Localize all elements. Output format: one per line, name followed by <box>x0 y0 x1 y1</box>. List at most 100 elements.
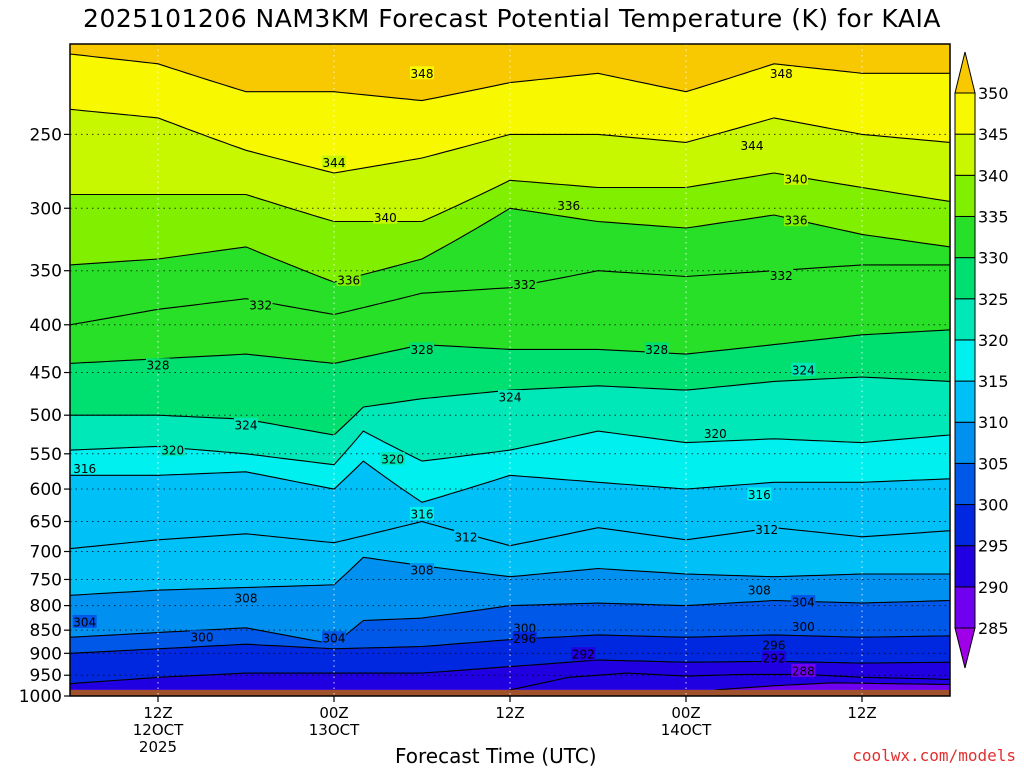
contour-label-text: 288 <box>792 664 815 678</box>
contour-label-bg <box>644 342 669 356</box>
y-tick-label: 900 <box>30 644 62 664</box>
colorbar-segment <box>954 298 976 341</box>
x-tick-label: 00Z <box>319 704 348 722</box>
contour-label-text: 300 <box>792 620 815 634</box>
contour-label: 336 <box>336 272 361 287</box>
contour-label: 332 <box>512 277 537 292</box>
contour-label: 348 <box>769 66 794 81</box>
colorbar-tick-label: 295 <box>978 537 1009 556</box>
contour-label-bg <box>703 426 728 440</box>
contour-line-320 <box>70 430 950 466</box>
y-tick-label: 950 <box>30 666 62 686</box>
colorbar-segment <box>954 174 976 217</box>
y-tick-label: 400 <box>30 316 62 336</box>
contour-label-text: 308 <box>411 564 434 578</box>
contour-label-text: 344 <box>741 139 764 153</box>
contour-label-text: 308 <box>748 584 771 598</box>
colorbar-max-arrow <box>954 51 976 94</box>
x-axis-label: Forecast Time (UTC) <box>395 744 597 768</box>
contour-label-bg <box>410 66 434 80</box>
colorbar-segment <box>954 421 976 464</box>
contour-label-text: 304 <box>323 632 346 646</box>
y-tick-label: 850 <box>30 621 62 641</box>
contour-label: 296 <box>512 631 537 646</box>
contour-label: 320 <box>703 426 728 441</box>
contour-label-bg <box>754 522 779 536</box>
colorbar-segment <box>954 462 976 506</box>
contour-label-text: 344 <box>323 156 346 170</box>
contour-label-bg <box>234 590 258 604</box>
contour-label: 344 <box>322 155 346 170</box>
contour-line-328 <box>70 329 950 364</box>
contour-label-text: 304 <box>73 615 96 629</box>
contour-label-bg <box>512 620 537 634</box>
y-tick-label: 450 <box>30 364 62 384</box>
colorbar-tick-label: 325 <box>978 290 1009 309</box>
colorbar-tick-label: 350 <box>978 84 1009 103</box>
colorbar-tick-label: 330 <box>978 249 1009 268</box>
contour-label: 328 <box>146 358 170 373</box>
contour-label: 320 <box>160 443 185 458</box>
y-tick-label: 250 <box>30 125 62 145</box>
contour-label-bg <box>556 198 581 212</box>
x-tick-label: 12Z <box>495 704 524 722</box>
contour-label-bg <box>498 389 522 403</box>
contour-label: 324 <box>498 389 522 404</box>
contour-label-bg <box>454 529 478 543</box>
contour-label: 308 <box>234 590 258 605</box>
contour-label: 332 <box>769 268 794 283</box>
colorbar-segment <box>954 586 976 629</box>
contour-line-332 <box>70 264 950 326</box>
contour-label-bg <box>190 630 214 644</box>
contour-label-text: 292 <box>572 648 595 662</box>
contour-label-bg <box>336 272 361 286</box>
contour-label-bg <box>373 210 398 224</box>
contour-label: 324 <box>791 362 816 377</box>
contour-label-text: 296 <box>513 632 536 646</box>
contour-label-text: 296 <box>763 639 786 653</box>
contour-label: 300 <box>190 630 214 645</box>
contour-label: 348 <box>410 66 434 81</box>
contour-label: 340 <box>373 210 398 225</box>
contour-label-text: 328 <box>411 343 434 357</box>
colorbar-tick-label: 300 <box>978 496 1009 515</box>
colorbar-tick-label: 320 <box>978 331 1009 350</box>
contour-label-text: 308 <box>235 591 258 605</box>
contour-label-text: 348 <box>770 67 793 81</box>
contour-label-text: 332 <box>513 278 536 292</box>
contour-label-bg <box>747 583 772 597</box>
x-tick-label: 12OCT <box>133 721 184 739</box>
colorbar-segment <box>954 257 976 300</box>
contour-label-bg <box>747 487 772 501</box>
contour-label-text: 324 <box>499 390 522 404</box>
x-tick-label: 14OCT <box>661 721 712 739</box>
contour-label-text: 316 <box>73 462 96 476</box>
colorbar-segment <box>954 504 976 547</box>
x-tick-label: 00Z <box>671 704 700 722</box>
contour-label-bg <box>769 268 794 282</box>
contour-label: 316 <box>72 461 97 476</box>
ground-terrain <box>70 689 950 696</box>
colorbar-tick-label: 315 <box>978 372 1009 391</box>
contour-label-text: 320 <box>381 452 404 466</box>
contour-label-text: 312 <box>455 530 478 544</box>
contour-label-text: 312 <box>755 523 778 537</box>
contour-lines <box>70 53 950 691</box>
contour-label: 328 <box>644 342 669 357</box>
x-tick-label: 12Z <box>143 704 172 722</box>
contour-line-288 <box>715 682 950 691</box>
contour-label: 316 <box>410 506 434 521</box>
source-credit: coolwx.com/models <box>852 746 1016 765</box>
colorbar-segment <box>954 545 976 588</box>
colorbar-segment <box>954 92 976 135</box>
contour-label-text: 332 <box>770 269 793 283</box>
x-tick-label: 13OCT <box>309 721 360 739</box>
contour-label-bg <box>234 417 258 431</box>
contour-label-bg <box>740 138 764 152</box>
contour-label-text: 324 <box>792 363 815 377</box>
contour-label-bg <box>322 155 346 169</box>
contour-label-text: 328 <box>645 343 668 357</box>
contour-line-300 <box>70 634 950 654</box>
contour-label-bg <box>410 342 434 356</box>
